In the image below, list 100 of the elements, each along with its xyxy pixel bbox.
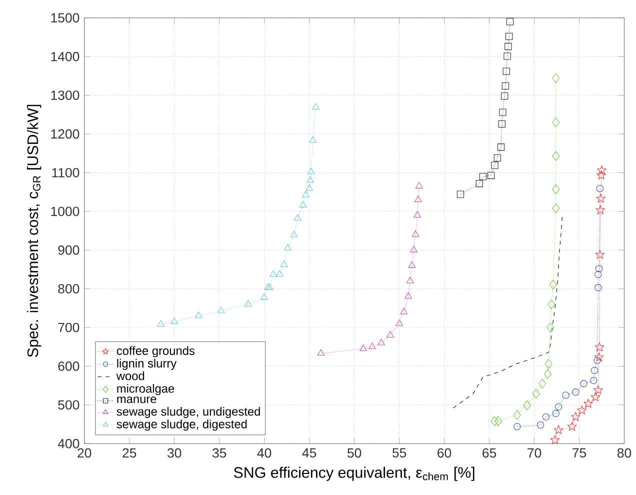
point: [594, 270, 602, 278]
point: [546, 322, 554, 332]
x-tick-label: 20: [78, 448, 92, 458]
point: [260, 293, 268, 300]
point: [549, 280, 557, 290]
point: [542, 413, 550, 420]
x-tick-label: 60: [438, 448, 452, 458]
point: [544, 358, 552, 369]
point: [594, 352, 604, 362]
point: [577, 405, 587, 414]
point: [554, 403, 562, 410]
point: [414, 210, 421, 218]
point: [494, 416, 502, 426]
point: [306, 184, 314, 191]
y-tick-label: 700: [58, 322, 80, 332]
point: [217, 306, 225, 313]
point: [307, 168, 315, 174]
point: [306, 176, 314, 183]
x-tick-label: 30: [167, 448, 182, 458]
y-tick-label: 600: [58, 361, 80, 371]
point: [499, 108, 506, 116]
point: [491, 162, 498, 169]
point: [552, 117, 560, 128]
point: [294, 214, 302, 220]
point: [572, 388, 580, 396]
x-tick-label: 80: [617, 448, 632, 458]
point: [244, 300, 252, 306]
point: [404, 292, 412, 299]
point: [514, 422, 521, 430]
y-tick-label: 1100: [52, 168, 80, 178]
point: [414, 195, 422, 202]
point: [596, 205, 606, 214]
point: [594, 284, 602, 292]
legend-label: sewage sludge, digested: [116, 419, 247, 431]
point: [396, 319, 403, 326]
point: [488, 172, 495, 179]
y-tick-label: 800: [58, 284, 80, 294]
point: [596, 184, 604, 192]
point: [590, 392, 600, 402]
x-axis-title: SNG efficiency equivalent, ε$_{chem}$ [%]: [234, 466, 474, 481]
point: [157, 320, 165, 327]
legend-label: wood: [116, 371, 144, 380]
point: [412, 230, 420, 237]
point: [538, 378, 546, 388]
point: [410, 246, 418, 252]
point: [415, 182, 423, 188]
point: [513, 410, 521, 420]
point: [505, 32, 513, 40]
point: [170, 317, 178, 324]
legend-label: microalgae: [117, 384, 174, 395]
y-tick-label: 900: [58, 245, 80, 255]
point: [506, 18, 514, 26]
point: [498, 120, 506, 128]
legend-label: sewage sludge, undigested: [116, 406, 260, 418]
point: [400, 308, 408, 314]
point: [309, 136, 317, 143]
y-axis-title: Spec. investment cost, c$_{GR}$ [USD/kW]: [26, 104, 42, 357]
point: [266, 283, 274, 290]
x-tick-label: 25: [122, 448, 136, 458]
y-tick-label: 1400: [51, 52, 80, 62]
point: [552, 184, 560, 194]
point: [386, 330, 394, 338]
legend-label: lignin slurry: [117, 358, 177, 370]
point: [552, 151, 560, 161]
point: [500, 92, 508, 100]
y-tick-label: 400: [58, 438, 80, 448]
point: [595, 264, 603, 272]
point: [264, 283, 272, 290]
y-tick-label: 1200: [51, 129, 80, 139]
point: [479, 172, 487, 180]
point: [580, 380, 588, 388]
point: [596, 170, 606, 180]
point: [504, 42, 512, 50]
point: [595, 250, 605, 259]
point: [502, 82, 510, 90]
point: [312, 102, 320, 110]
point: [552, 73, 560, 84]
point: [378, 338, 385, 346]
point: [408, 261, 416, 268]
point: [299, 200, 307, 208]
point: [270, 270, 278, 277]
x-tick-label: 35: [212, 448, 226, 458]
point: [596, 194, 606, 203]
point: [532, 388, 540, 398]
point: [276, 270, 284, 277]
point: [456, 190, 464, 198]
point: [536, 421, 544, 428]
point: [567, 422, 577, 430]
point: [494, 154, 501, 162]
point: [554, 425, 564, 434]
point: [590, 366, 598, 374]
point: [594, 356, 601, 364]
point: [590, 376, 598, 384]
point: [552, 410, 560, 417]
point: [360, 344, 367, 351]
point: [523, 400, 531, 410]
point: [194, 312, 202, 318]
point: [548, 299, 556, 310]
x-tick-label: 40: [257, 448, 272, 458]
y-tick-label: 1000: [51, 206, 80, 216]
